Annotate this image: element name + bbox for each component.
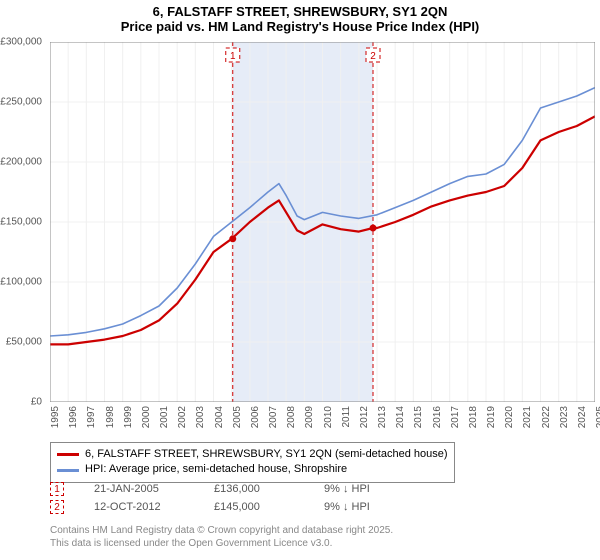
chart-title: 6, FALSTAFF STREET, SHREWSBURY, SY1 2QN … bbox=[0, 0, 600, 36]
x-tick-label: 2007 bbox=[268, 406, 279, 428]
x-tick-label: 2015 bbox=[413, 406, 424, 428]
event-price: £136,000 bbox=[214, 483, 294, 495]
x-tick-label: 2003 bbox=[195, 406, 206, 428]
x-tick-label: 2016 bbox=[432, 406, 443, 428]
line-chart: 12 bbox=[50, 42, 595, 402]
title-line2: Price paid vs. HM Land Registry's House … bbox=[0, 19, 600, 34]
x-tick-label: 2012 bbox=[359, 406, 370, 428]
legend-swatch bbox=[57, 469, 79, 472]
x-tick-label: 1995 bbox=[50, 406, 61, 428]
x-tick-label: 2000 bbox=[141, 406, 152, 428]
x-tick-label: 2011 bbox=[341, 406, 352, 428]
x-tick-label: 2020 bbox=[504, 406, 515, 428]
x-tick-label: 2002 bbox=[177, 406, 188, 428]
event-diff: 9% ↓ HPI bbox=[324, 501, 404, 513]
x-tick-label: 2009 bbox=[304, 406, 315, 428]
event-row: 1 21-JAN-2005 £136,000 9% ↓ HPI bbox=[50, 482, 404, 496]
svg-text:1: 1 bbox=[230, 51, 236, 62]
x-tick-label: 2014 bbox=[395, 406, 406, 428]
svg-text:2: 2 bbox=[370, 51, 376, 62]
x-tick-label: 2004 bbox=[214, 406, 225, 428]
x-tick-label: 1998 bbox=[105, 406, 116, 428]
x-tick-label: 1999 bbox=[123, 406, 134, 428]
legend-item: 6, FALSTAFF STREET, SHREWSBURY, SY1 2QN … bbox=[57, 447, 448, 462]
x-tick-label: 2025 bbox=[595, 406, 600, 428]
event-table: 1 21-JAN-2005 £136,000 9% ↓ HPI 2 12-OCT-2012… bbox=[50, 482, 404, 518]
y-tick-label: £100,000 bbox=[0, 277, 42, 288]
event-date: 12-OCT-2012 bbox=[94, 501, 184, 513]
legend-label: HPI: Average price, semi-detached house,… bbox=[85, 462, 347, 477]
legend: 6, FALSTAFF STREET, SHREWSBURY, SY1 2QN … bbox=[50, 442, 455, 483]
x-tick-label: 2001 bbox=[159, 406, 170, 428]
x-tick-label: 2017 bbox=[450, 406, 461, 428]
x-tick-label: 2010 bbox=[323, 406, 334, 428]
event-date: 21-JAN-2005 bbox=[94, 483, 184, 495]
y-axis: £0£50,000£100,000£150,000£200,000£250,00… bbox=[0, 42, 46, 402]
x-tick-label: 2013 bbox=[377, 406, 388, 428]
x-tick-label: 2022 bbox=[541, 406, 552, 428]
footnote: Contains HM Land Registry data © Crown c… bbox=[50, 524, 393, 550]
event-price: £145,000 bbox=[214, 501, 294, 513]
x-tick-label: 2006 bbox=[250, 406, 261, 428]
y-tick-label: £0 bbox=[31, 397, 42, 408]
event-marker: 1 bbox=[50, 482, 64, 496]
x-tick-label: 2023 bbox=[559, 406, 570, 428]
chart-area: 12 bbox=[50, 42, 595, 402]
footnote-line1: Contains HM Land Registry data © Crown c… bbox=[50, 524, 393, 537]
footnote-line2: This data is licensed under the Open Gov… bbox=[50, 537, 393, 550]
y-tick-label: £50,000 bbox=[6, 337, 42, 348]
x-tick-label: 2018 bbox=[468, 406, 479, 428]
y-tick-label: £200,000 bbox=[0, 157, 42, 168]
legend-swatch bbox=[57, 453, 79, 456]
x-tick-label: 2008 bbox=[286, 406, 297, 428]
x-axis: 1995 1996 1997 1998 1999 2000 2001 2002 2003 2004… bbox=[50, 404, 595, 440]
y-tick-label: £150,000 bbox=[0, 217, 42, 228]
x-tick-label: 2024 bbox=[577, 406, 588, 428]
title-line1: 6, FALSTAFF STREET, SHREWSBURY, SY1 2QN bbox=[0, 4, 600, 19]
legend-label: 6, FALSTAFF STREET, SHREWSBURY, SY1 2QN … bbox=[85, 447, 448, 462]
y-tick-label: £300,000 bbox=[0, 37, 42, 48]
x-tick-label: 1997 bbox=[86, 406, 97, 428]
x-tick-label: 2019 bbox=[486, 406, 497, 428]
x-tick-label: 1996 bbox=[68, 406, 79, 428]
x-tick-label: 2005 bbox=[232, 406, 243, 428]
legend-item: HPI: Average price, semi-detached house,… bbox=[57, 462, 448, 477]
y-tick-label: £250,000 bbox=[0, 97, 42, 108]
event-row: 2 12-OCT-2012 £145,000 9% ↓ HPI bbox=[50, 500, 404, 514]
event-diff: 9% ↓ HPI bbox=[324, 483, 404, 495]
event-marker: 2 bbox=[50, 500, 64, 514]
x-tick-label: 2021 bbox=[522, 406, 533, 428]
